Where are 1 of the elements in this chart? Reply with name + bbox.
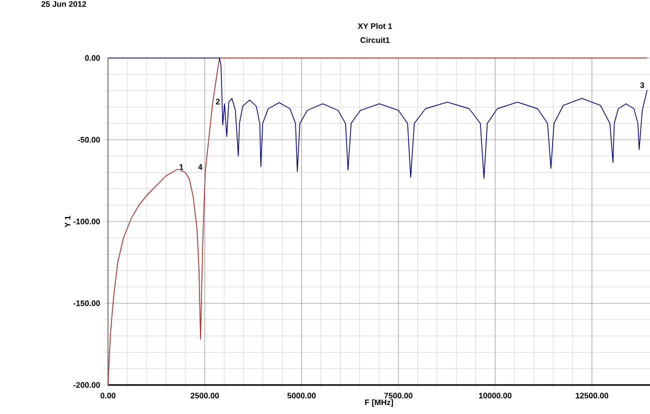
line-series xyxy=(108,58,648,179)
